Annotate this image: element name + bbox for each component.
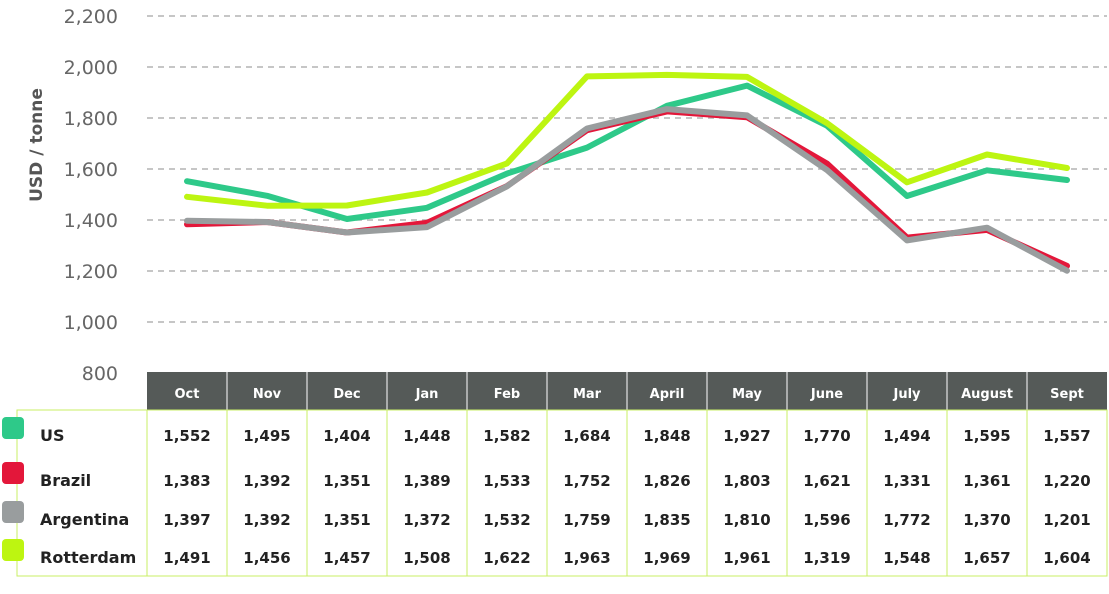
y-tick-label: 800 <box>82 363 118 385</box>
category-label: Mar <box>573 387 602 402</box>
table-cell: 1,491 <box>163 549 210 567</box>
table-cell: 1,684 <box>563 427 610 445</box>
y-tick-label: 1,600 <box>64 159 118 181</box>
y-axis-ticks: 800 1,000 1,200 1,400 1,600 1,800 2,000 2,200 <box>64 6 118 385</box>
y-tick-label: 2,200 <box>64 6 118 28</box>
table-cell: 1,770 <box>803 427 850 445</box>
table-cell: 1,201 <box>1043 511 1090 529</box>
series-line-rotterdam <box>184 71 1070 209</box>
table-cell: 1,810 <box>723 511 770 529</box>
table-cell: 1,961 <box>723 549 770 567</box>
y-tick-label: 1,400 <box>64 210 118 232</box>
table-cell: 1,370 <box>963 511 1010 529</box>
category-label: June <box>810 387 843 402</box>
y-tick-label: 1,000 <box>64 312 118 334</box>
table-cell: 1,456 <box>243 549 290 567</box>
legend-swatch-brazil <box>2 462 24 484</box>
legend-label-brazil: Brazil <box>40 471 91 490</box>
table-cell: 1,752 <box>563 472 610 490</box>
y-tick-label: 1,800 <box>64 108 118 130</box>
category-label: Sept <box>1050 387 1084 402</box>
table-cell: 1,331 <box>883 472 930 490</box>
y-tick-label: 2,000 <box>64 57 118 79</box>
table-cell: 1,596 <box>803 511 850 529</box>
table-cell: 1,557 <box>1043 427 1090 445</box>
category-label: Dec <box>333 387 360 402</box>
legend-label-rotterdam: Rotterdam <box>40 548 136 567</box>
category-label: August <box>961 387 1013 402</box>
y-axis-label: USD / tonne <box>27 88 47 202</box>
legend-label-argentina: Argentina <box>40 510 129 529</box>
table-cell: 1,552 <box>163 427 210 445</box>
table-cell: 1,772 <box>883 511 930 529</box>
legend-swatch-rotterdam <box>2 539 24 561</box>
table-cell: 1,361 <box>963 472 1010 490</box>
category-label: May <box>732 387 762 402</box>
legend-swatch-argentina <box>2 501 24 523</box>
table-cell: 1,582 <box>483 427 530 445</box>
table-cell: 1,392 <box>243 472 290 490</box>
series-lines <box>184 71 1070 274</box>
table-cell: 1,622 <box>483 549 530 567</box>
category-label: July <box>892 387 921 402</box>
table-cell: 1,319 <box>803 549 850 567</box>
table-cell: 1,604 <box>1043 549 1090 567</box>
table-cell: 1,963 <box>563 549 610 567</box>
table-cell: 1,927 <box>723 427 770 445</box>
table-cell: 1,397 <box>163 511 210 529</box>
table-cell: 1,595 <box>963 427 1010 445</box>
category-label: Jan <box>415 387 439 402</box>
gridlines <box>147 15 1107 374</box>
table-cell: 1,220 <box>1043 472 1090 490</box>
table-cell: 1,372 <box>403 511 450 529</box>
category-label: Oct <box>175 387 200 402</box>
table-cell: 1,495 <box>243 427 290 445</box>
table-cell: 1,835 <box>643 511 690 529</box>
table-cell: 1,803 <box>723 472 770 490</box>
table-cell: 1,759 <box>563 511 610 529</box>
series-line-argentina <box>184 106 1070 274</box>
data-table: Oct Nov Dec Jan Feb Mar April May June July August… <box>2 372 1108 577</box>
table-cell: 1,657 <box>963 549 1010 567</box>
legend-swatch-us <box>2 417 24 439</box>
table-cell: 1,533 <box>483 472 530 490</box>
table-cell: 1,457 <box>323 549 370 567</box>
table-cell: 1,392 <box>243 511 290 529</box>
category-label: Feb <box>494 387 520 402</box>
table-cell: 1,404 <box>323 427 370 445</box>
table-cell: 1,389 <box>403 472 450 490</box>
table-cell: 1,548 <box>883 549 930 567</box>
series-line-us <box>184 82 1070 222</box>
table-cell: 1,826 <box>643 472 690 490</box>
table-cell: 1,351 <box>323 472 370 490</box>
table-cell: 1,494 <box>883 427 930 445</box>
table-cell: 1,969 <box>643 549 690 567</box>
table-cell: 1,448 <box>403 427 450 445</box>
table-cell: 1,351 <box>323 511 370 529</box>
table-cell: 1,621 <box>803 472 850 490</box>
y-tick-label: 1,200 <box>64 261 118 283</box>
table-cell: 1,848 <box>643 427 690 445</box>
table-cell: 1,532 <box>483 511 530 529</box>
category-label: April <box>650 387 685 402</box>
legend-label-us: US <box>40 426 65 445</box>
category-label: Nov <box>253 387 282 402</box>
table-cell: 1,508 <box>403 549 450 567</box>
table-cell: 1,383 <box>163 472 210 490</box>
